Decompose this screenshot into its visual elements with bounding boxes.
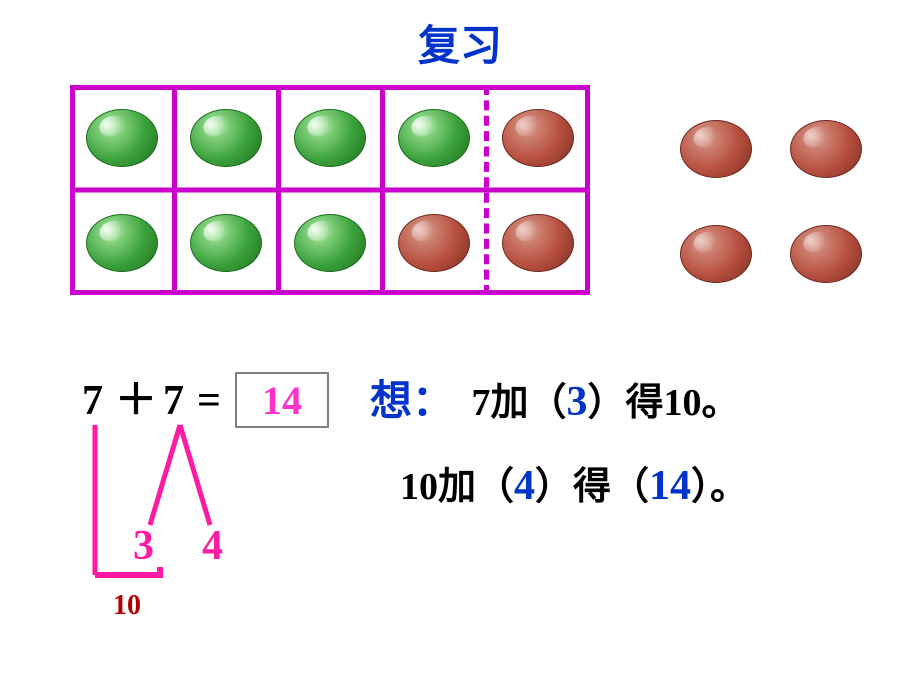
decomposition-lines [60,370,380,630]
split-right: 4 [202,525,223,567]
think-area: 想： 7加（3）得10。 10加（4）得（14）。 [370,360,748,528]
counter-red-extra [680,225,752,283]
think-1a: 7加（ [472,382,567,424]
think-1-fill: 3 [567,379,588,425]
counter-red [398,214,470,272]
ten-frame-cell [384,90,484,185]
counter-red-extra [790,225,862,283]
split-left: 3 [133,525,154,567]
ten-frame-cell [176,195,276,290]
think-line-2: 10加（4）得（14）。 [370,444,748,528]
think-2a: 10加（ [400,466,514,508]
ten-frame-cell [72,90,172,185]
ten-frame-cell [280,90,380,185]
ten-frame-cell [384,195,484,290]
title-text: 复习 [418,24,502,70]
counter-green [190,214,262,272]
page-title: 复习 [418,12,502,73]
counter-green [294,214,366,272]
ten-frame-cell [176,90,276,185]
ten-frame-midline [70,188,590,193]
think-2b: ）得（ [535,466,649,508]
counter-green [190,109,262,167]
carry-label: 10 [113,590,141,622]
counter-green [398,109,470,167]
equation-area: 7 ＋ 7 = 14 3410 [60,370,380,630]
counter-green [86,109,158,167]
ten-frame [70,85,590,295]
counter-red-extra [680,120,752,178]
counter-red-extra [790,120,862,178]
ten-frame-cell [488,195,588,290]
think-line-1: 想： 7加（3）得10。 [370,360,748,444]
ten-frame-cell [280,195,380,290]
ten-frame-cell [488,90,588,185]
counter-red [502,214,574,272]
think-2-fill: 4 [514,463,535,509]
counter-red [502,109,574,167]
think-2c: ）。 [691,466,748,508]
ten-frame-cell [72,195,172,290]
counter-green [86,214,158,272]
counter-green [294,109,366,167]
think-1b: ）得10。 [588,382,740,424]
think-label: 想： [370,379,454,425]
think-2-fill2: 14 [649,463,691,509]
